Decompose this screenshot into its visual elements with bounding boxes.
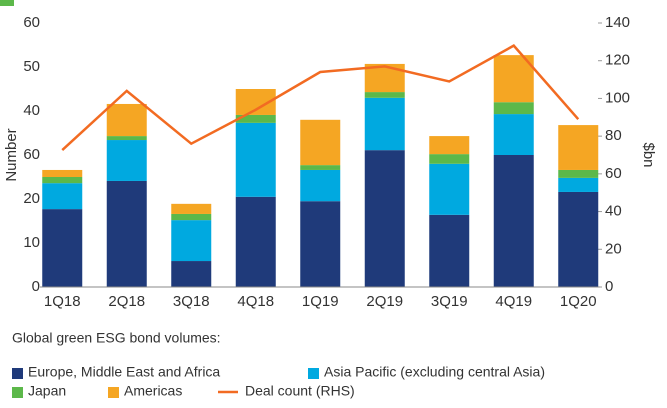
bar-segment xyxy=(429,154,470,164)
bar-segment xyxy=(493,155,534,287)
legend-label: Deal count (RHS) xyxy=(245,383,355,399)
x-tick-label: 3Q18 xyxy=(173,293,210,310)
bar-segment xyxy=(235,196,276,287)
y2-tick-label: 120 xyxy=(605,52,630,69)
bar-segment xyxy=(106,140,147,181)
bar-segment xyxy=(558,191,599,287)
legend-label: Europe, Middle East and Africa xyxy=(28,364,220,380)
bar-segment xyxy=(429,163,470,215)
bar-segment xyxy=(364,150,405,287)
bar-segment xyxy=(42,177,83,184)
bar-segment xyxy=(300,169,341,202)
y-tick-label: 50 xyxy=(23,58,40,75)
bar-segment xyxy=(429,214,470,287)
legend-swatch xyxy=(308,368,319,379)
bar-segment xyxy=(364,97,405,151)
header-accent xyxy=(0,0,14,6)
bar-segment xyxy=(558,125,599,170)
bar-segment xyxy=(171,213,212,221)
y-tick-label: 60 xyxy=(23,14,40,31)
y-tick-label: 0 xyxy=(32,278,40,295)
bar-segment xyxy=(300,201,341,287)
bar-segment xyxy=(300,165,341,170)
x-tick-label: 1Q19 xyxy=(302,293,339,310)
y2-tick-label: 140 xyxy=(605,14,630,31)
y2-tick-label: 0 xyxy=(605,278,613,295)
y-tick-label: 40 xyxy=(23,102,40,119)
bar-segment xyxy=(235,114,276,123)
legend-swatch xyxy=(108,387,119,398)
x-tick-label: 3Q19 xyxy=(431,293,468,310)
bar-segment xyxy=(171,203,212,214)
bar-segment xyxy=(300,119,341,166)
bar-segment xyxy=(171,220,212,262)
x-tick-label: 4Q18 xyxy=(237,293,274,310)
bar-segment xyxy=(235,122,276,197)
y2-tick-label: 80 xyxy=(605,127,622,144)
bar-segment xyxy=(106,136,147,141)
bar-segment xyxy=(42,183,83,210)
legend-label: Americas xyxy=(124,383,182,399)
x-tick-label: 2Q19 xyxy=(366,293,403,310)
y2-tick-label: 20 xyxy=(605,240,622,257)
y2-tick-label: 40 xyxy=(605,203,622,220)
bar-segment xyxy=(558,177,599,192)
line-series xyxy=(61,44,580,152)
legend-title: Global green ESG bond volumes: xyxy=(12,330,221,346)
bar-segment xyxy=(364,92,405,98)
y2-tick-label: 60 xyxy=(605,165,622,182)
y-tick-label: 60 xyxy=(23,146,40,163)
y2-tick-label: 100 xyxy=(605,89,630,106)
y-tick-label: 10 xyxy=(23,234,40,251)
bar-segment xyxy=(429,136,470,155)
legend-label: Japan xyxy=(28,383,66,399)
bar-segment xyxy=(106,103,147,137)
x-tick-label: 1Q20 xyxy=(560,293,597,310)
bar-segment xyxy=(558,169,599,178)
legend-label: Asia Pacific (excluding central Asia) xyxy=(324,364,545,380)
x-tick-label: 1Q18 xyxy=(44,293,81,310)
bar-segment xyxy=(171,261,212,287)
bar-segment xyxy=(493,102,534,115)
x-tick-label: 2Q18 xyxy=(108,293,145,310)
legend-swatch xyxy=(12,368,23,379)
bar-segment xyxy=(493,114,534,155)
y-axis-label: Number xyxy=(3,128,20,181)
bar-segment xyxy=(42,209,83,287)
bar-segment xyxy=(106,180,147,287)
legend-swatch xyxy=(12,387,23,398)
y-tick-label: 20 xyxy=(23,190,40,207)
x-tick-label: 4Q19 xyxy=(495,293,532,310)
y2-axis-label: $bn xyxy=(640,142,657,167)
bar-segment xyxy=(493,55,534,103)
bar-segment xyxy=(42,169,83,177)
